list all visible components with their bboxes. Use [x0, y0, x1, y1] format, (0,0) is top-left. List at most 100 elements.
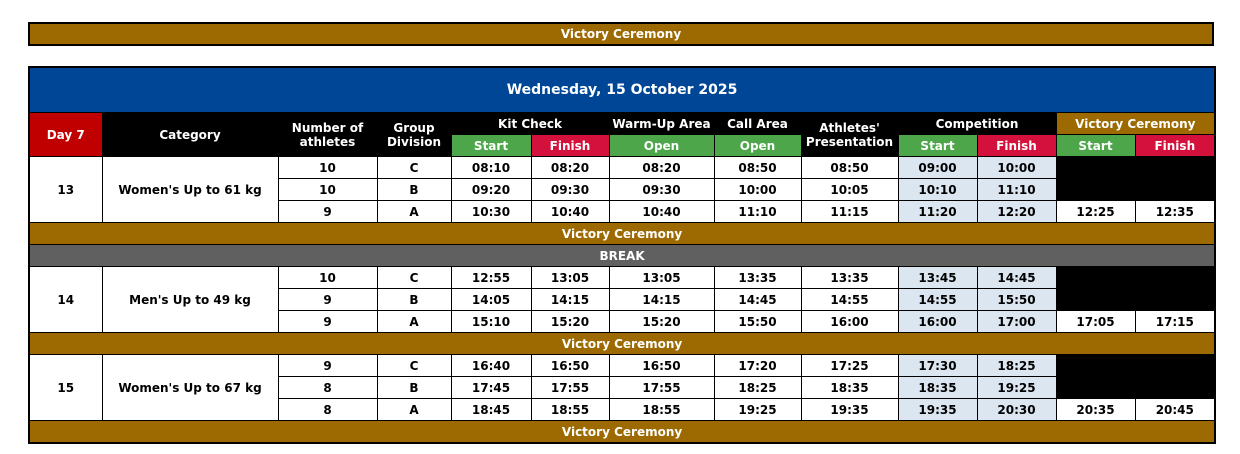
- cell: 17:15: [1134, 310, 1216, 333]
- header-cell: Call Area: [713, 112, 802, 135]
- table-row: Start Finish Open Open Start Finish Start Finis…: [29, 134, 1216, 157]
- cell: 18:25: [976, 354, 1057, 377]
- sub-header: Open: [713, 134, 802, 157]
- cell: 14:55: [800, 288, 899, 311]
- cell: 11:15: [800, 200, 899, 223]
- table-row: 8 B 17:45 17:55 17:55 18:25 18:35 18:35 19:25: [29, 376, 1215, 399]
- cell: 12:25: [1055, 200, 1136, 223]
- cell: 15:50: [976, 288, 1057, 311]
- day-header: Day 7: [28, 112, 103, 157]
- cell: C: [376, 266, 452, 289]
- table-row: 13 Women's Up to 61 kg 10 C 08:10 08:20 08:20 0…: [28, 156, 1216, 223]
- cell: 10: [277, 156, 378, 179]
- cell: 14:05: [450, 288, 532, 311]
- cell: 18:35: [800, 376, 899, 399]
- cell: 8: [277, 398, 378, 421]
- cell: 13:35: [800, 266, 899, 289]
- sub-header: Start: [1055, 134, 1136, 157]
- cell: A: [376, 310, 452, 333]
- cell: B: [376, 376, 452, 399]
- cell: 14:15: [530, 288, 610, 311]
- cell: 20:45: [1134, 398, 1216, 421]
- cell: 14:15: [608, 288, 715, 311]
- cell: 18:55: [608, 398, 715, 421]
- empty-cell: [1055, 354, 1216, 399]
- cell: 8: [277, 376, 378, 399]
- cell: 09:30: [530, 178, 610, 201]
- sub-header: Finish: [530, 134, 610, 157]
- table-row: 9 A 15:10 15:20 15:20 15:50 16:00 16:00 17:00 17:…: [29, 310, 1216, 333]
- cell: A: [376, 200, 452, 223]
- cell: 17:55: [608, 376, 715, 399]
- header-cell: Number of athletes: [277, 112, 378, 157]
- session-number: 15: [28, 354, 103, 421]
- cell: 16:50: [530, 354, 610, 377]
- cell: 09:00: [897, 156, 978, 179]
- cell: 16:00: [897, 310, 978, 333]
- cell: 08:50: [713, 156, 802, 179]
- cell: C: [376, 156, 452, 179]
- cell: 18:45: [450, 398, 532, 421]
- cell: 17:00: [976, 310, 1057, 333]
- cell: 10:40: [608, 200, 715, 223]
- cell: 13:35: [713, 266, 802, 289]
- empty-cell: [1055, 266, 1216, 311]
- schedule-table: Wednesday, 15 October 2025 Day 7 Category N…: [28, 66, 1217, 444]
- empty-cell: [1055, 156, 1216, 201]
- cell: 11:10: [713, 200, 802, 223]
- cell: 20:35: [1055, 398, 1136, 421]
- cell: 10:05: [800, 178, 899, 201]
- band: Victory Ceremony: [28, 332, 1216, 355]
- band: BREAK: [28, 244, 1216, 267]
- cell: B: [376, 178, 452, 201]
- cell: 9: [277, 310, 378, 333]
- category: Women's Up to 67 kg: [101, 354, 279, 421]
- table-row: BREAK: [28, 244, 1216, 267]
- cell: 10:00: [976, 156, 1057, 179]
- cell: 18:55: [530, 398, 610, 421]
- header-cell: Victory Ceremony: [1055, 112, 1216, 135]
- cell: 10:00: [713, 178, 802, 201]
- cell: 19:35: [897, 398, 978, 421]
- header-cell: Warm-Up Area: [608, 112, 715, 135]
- table-row: Victory Ceremony: [28, 332, 1216, 355]
- cell: 16:00: [800, 310, 899, 333]
- cell: 08:10: [450, 156, 532, 179]
- session-number: 13: [28, 156, 103, 223]
- cell: A: [376, 398, 452, 421]
- header-cell: Athletes' Presentation: [800, 112, 899, 157]
- band: Victory Ceremony: [28, 222, 1216, 245]
- sub-header: Start: [450, 134, 532, 157]
- cell: 08:20: [608, 156, 715, 179]
- cell: 18:35: [897, 376, 978, 399]
- session-number: 14: [28, 266, 103, 333]
- category: Men's Up to 49 kg: [101, 266, 279, 333]
- cell: 18:25: [713, 376, 802, 399]
- cell: 14:55: [897, 288, 978, 311]
- cell: 11:20: [897, 200, 978, 223]
- cell: 19:35: [800, 398, 899, 421]
- sub-header: Finish: [976, 134, 1057, 157]
- cell: 14:45: [976, 266, 1057, 289]
- table-row: 9 B 14:05 14:15 14:15 14:45 14:55 14:55 15:50: [29, 288, 1215, 311]
- cell: 12:20: [976, 200, 1057, 223]
- table-row: Victory Ceremony: [28, 420, 1216, 444]
- cell: C: [376, 354, 452, 377]
- cell: 09:20: [450, 178, 532, 201]
- cell: 08:20: [530, 156, 610, 179]
- sub-header: Start: [897, 134, 978, 157]
- table-row: 9 A 10:30 10:40 10:40 11:10 11:15 11:20 12:20 12:…: [29, 200, 1216, 223]
- table-row: 15 Women's Up to 67 kg 9 C 16:40 16:50 16:50 17…: [28, 354, 1216, 421]
- cell: 08:50: [800, 156, 899, 179]
- cell: 10: [277, 266, 378, 289]
- cell: 15:50: [713, 310, 802, 333]
- header-cell: Group Division: [376, 112, 452, 157]
- cell: 9: [277, 200, 378, 223]
- cell: 19:25: [713, 398, 802, 421]
- cell: 17:45: [450, 376, 532, 399]
- cell: 14:45: [713, 288, 802, 311]
- cell: 13:45: [897, 266, 978, 289]
- cell: 13:05: [530, 266, 610, 289]
- sub-header: Finish: [1134, 134, 1216, 157]
- table-row: Victory Ceremony: [28, 222, 1216, 245]
